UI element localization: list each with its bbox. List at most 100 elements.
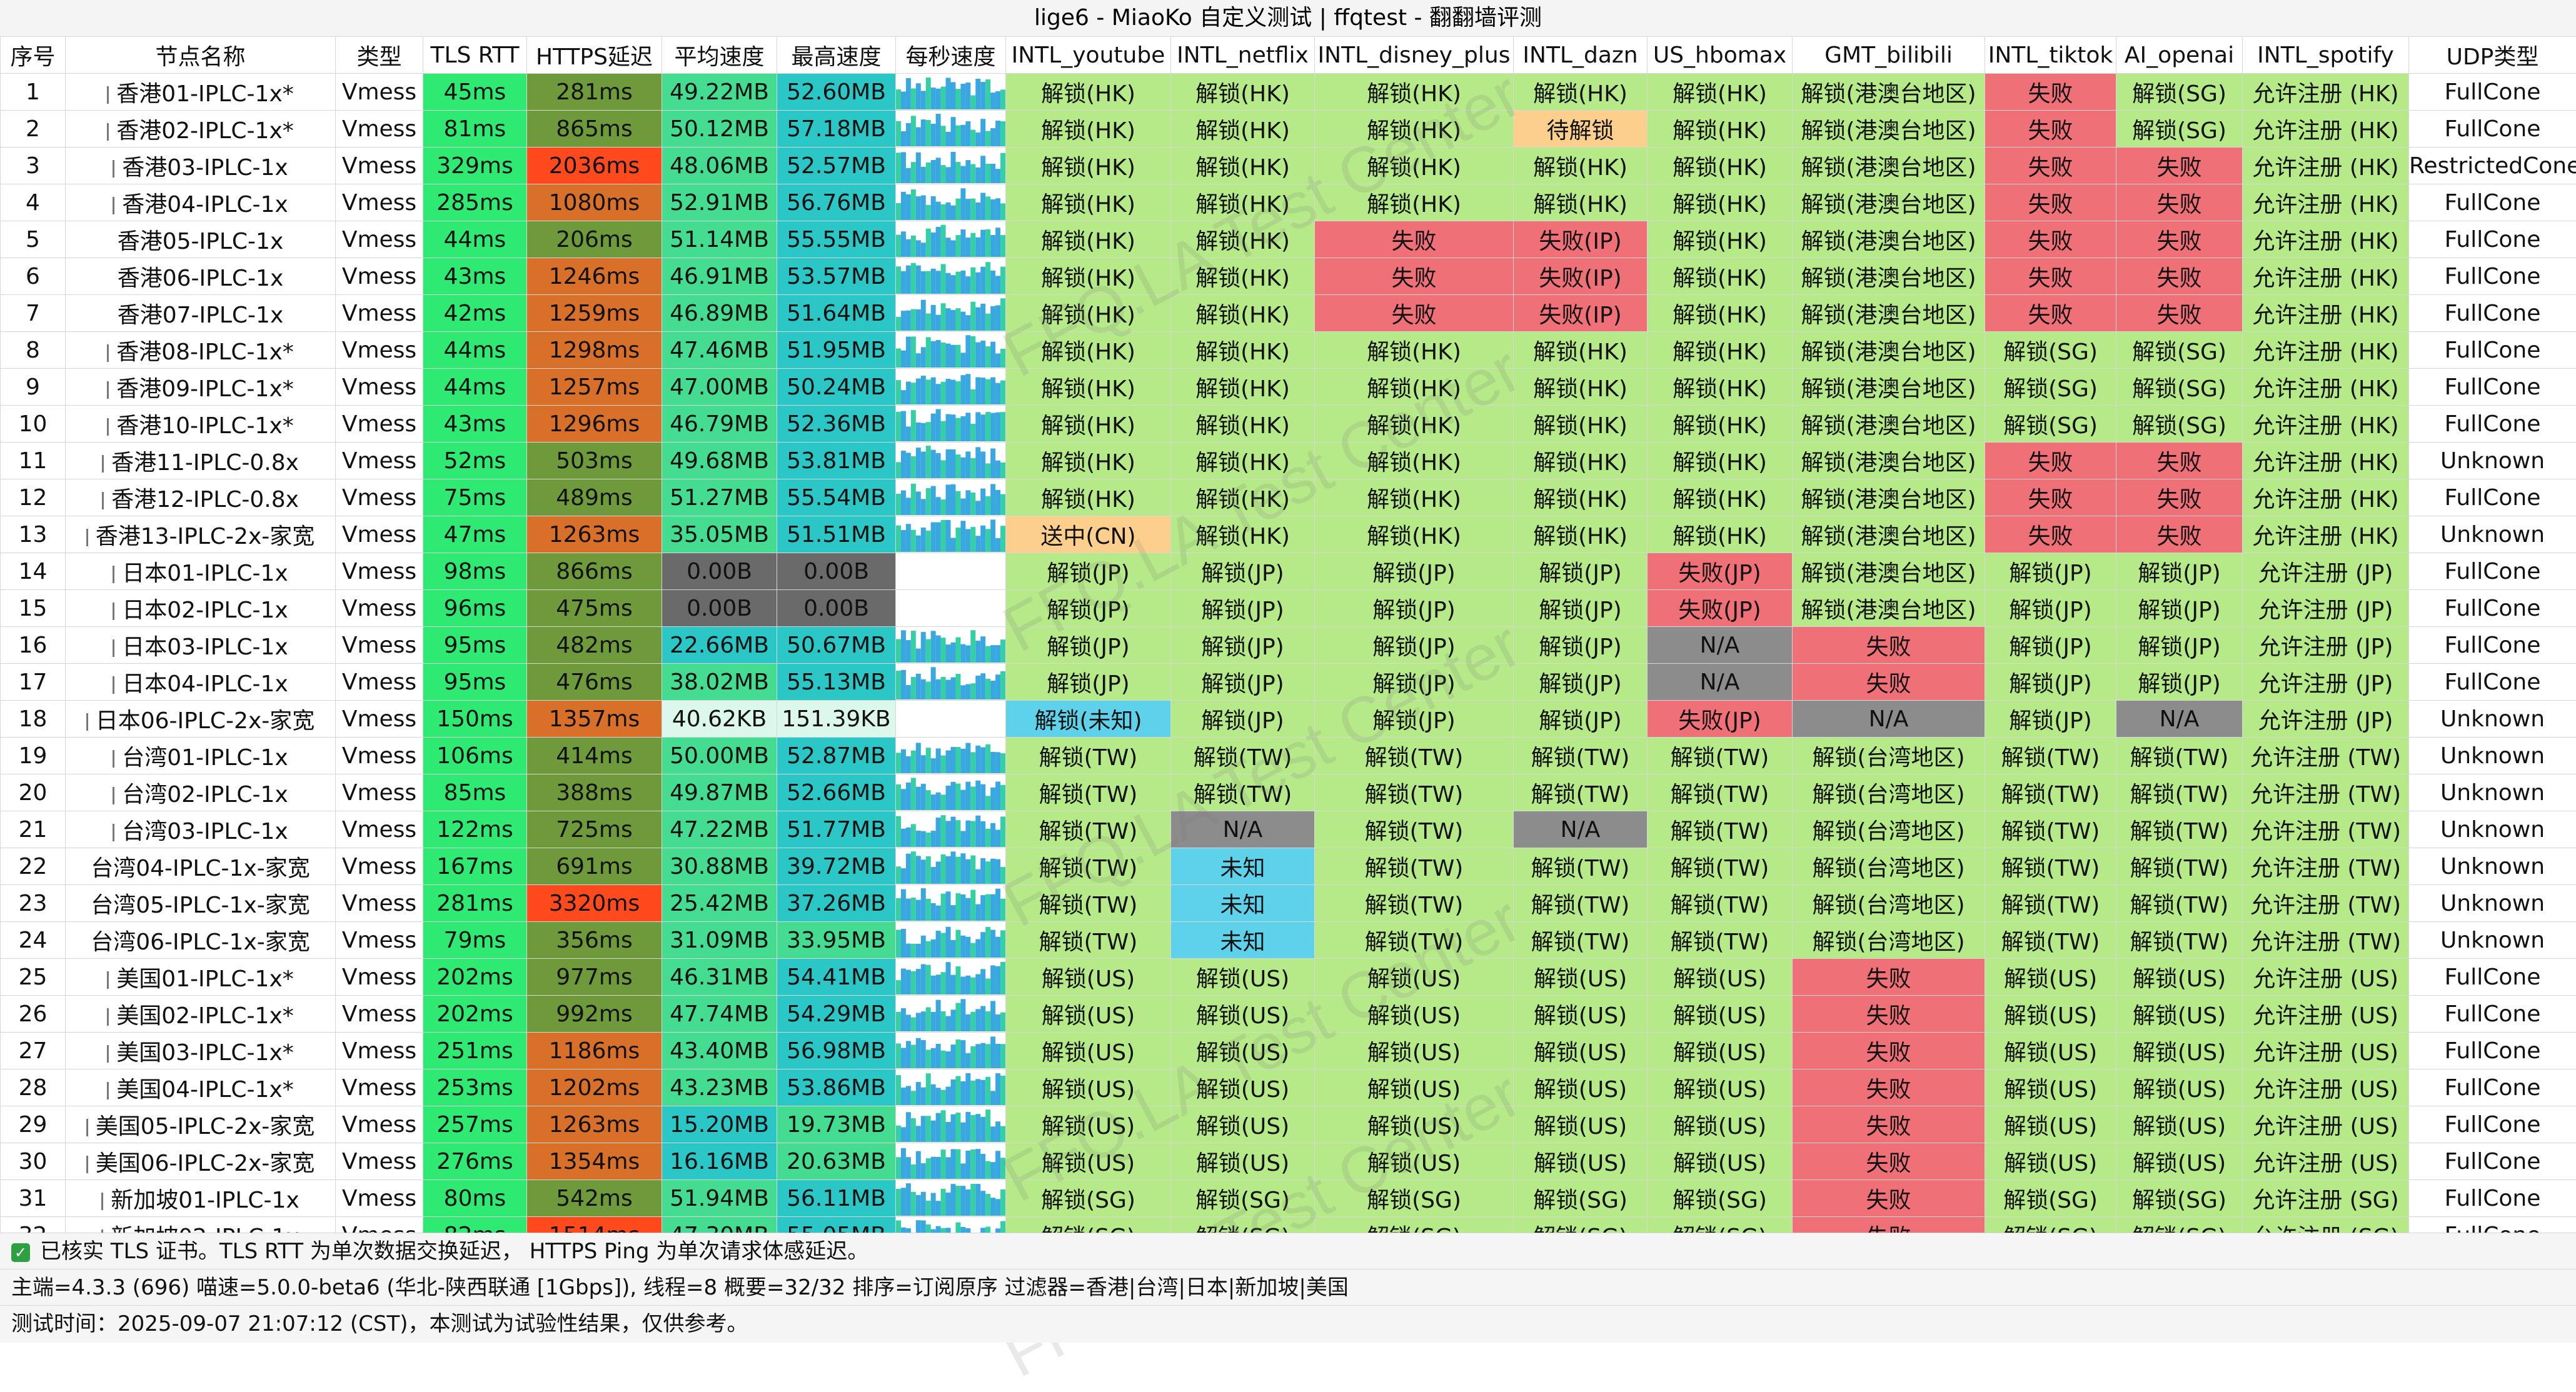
speed-bar (896, 671, 901, 699)
node-name-text: 香港04-IPLC-1x (122, 192, 288, 218)
cell-type: Vmess (336, 701, 423, 738)
cell-openai: 解锁(US) (2116, 1143, 2243, 1180)
speed-bar (946, 927, 951, 958)
cell-max-speed: 55.13MB (777, 664, 896, 701)
cell-max-speed: 151.39KB (777, 701, 896, 738)
speed-bar (990, 930, 995, 958)
cell-bilibili: 解锁(港澳台地区) (1793, 295, 1985, 332)
speed-bar (941, 1090, 946, 1105)
cell-max-speed: 51.77MB (777, 811, 896, 848)
speed-bar (995, 91, 1000, 109)
cell-spotify: 允许注册 (US) (2243, 1143, 2409, 1180)
speed-bar (931, 160, 936, 183)
speed-bar (941, 894, 946, 921)
speed-bar (926, 446, 931, 478)
cell-disney-plus: 失败 (1315, 221, 1514, 258)
speed-bar (985, 1161, 990, 1179)
cell-udp-type: Unknown (2409, 516, 2576, 553)
speed-bar (960, 1163, 965, 1179)
cell-max-speed: 54.41MB (777, 959, 896, 996)
speed-bar (921, 243, 926, 257)
flag-icon (107, 1082, 114, 1099)
speed-bar (906, 640, 911, 663)
speed-bar (960, 229, 965, 257)
speed-bar (980, 119, 985, 146)
cell-udp-type: FullCone (2409, 553, 2576, 590)
cell-bilibili: 解锁(港澳台地区) (1793, 332, 1985, 369)
speed-bar (901, 630, 906, 663)
speed-bar (931, 1157, 936, 1179)
cell-openai: 解锁(TW) (2116, 885, 2243, 922)
speed-bar (906, 382, 911, 404)
cell-bilibili: 解锁(港澳台地区) (1793, 148, 1985, 184)
cell-bilibili: 失败 (1793, 627, 1985, 664)
speed-bar (960, 353, 965, 368)
cell-type: Vmess (336, 369, 423, 406)
flag-icon (107, 1045, 114, 1063)
speed-bar (941, 815, 946, 847)
speed-bar (936, 315, 941, 331)
speed-bar (911, 824, 916, 847)
cell-hbomax: 解锁(TW) (1648, 922, 1793, 959)
cell-udp-type: FullCone (2409, 1180, 2576, 1217)
cell-udp-type: RestrictedCone (2409, 148, 2576, 184)
cell-udp-type: Unknown (2409, 922, 2576, 959)
speed-bar (951, 449, 956, 478)
cell-tls-rtt: 167ms (423, 848, 527, 885)
speed-bar (980, 267, 985, 294)
cell-bilibili: 解锁(港澳台地区) (1793, 221, 1985, 258)
speed-bar (951, 414, 956, 441)
cell-per-second-speed (896, 479, 1006, 516)
speed-bar (916, 674, 921, 699)
speed-bar (941, 1149, 946, 1179)
cell-spotify: 允许注册 (US) (2243, 1106, 2409, 1143)
cell-per-second-speed (896, 184, 1006, 221)
speed-bar (980, 414, 985, 441)
speed-sparkline (896, 259, 1005, 294)
node-name-text: 香港06-IPLC-1x (118, 266, 284, 291)
speed-bar (960, 853, 965, 884)
speed-bar (906, 168, 911, 183)
speed-bar (985, 744, 990, 773)
cell-node-name: 香港12-IPLC-0.8x (66, 479, 336, 516)
speed-sparkline (896, 74, 1005, 109)
speed-bar (921, 1040, 926, 1068)
cell-netflix: 解锁(HK) (1171, 443, 1315, 479)
speed-bar (921, 1163, 926, 1179)
cell-spotify: 允许注册 (TW) (2243, 738, 2409, 774)
cell-avg-speed: 46.91MB (662, 258, 777, 295)
speed-bar (980, 1117, 985, 1142)
speed-bar (916, 196, 921, 220)
speed-bar (896, 1126, 901, 1142)
speed-bar (921, 831, 926, 847)
cell-udp-type: Unknown (2409, 738, 2576, 774)
speed-bar (955, 491, 960, 515)
speed-bar (995, 1199, 1000, 1216)
speed-bar (965, 859, 970, 884)
footer-tls-note: ✓已核实 TLS 证书。TLS RTT 为单次数据交换延迟， HTTPS Pin… (0, 1233, 2576, 1269)
flag-icon (107, 418, 114, 436)
speed-bar (901, 749, 906, 773)
speed-bar (916, 353, 921, 368)
speed-bar (941, 204, 946, 220)
speed-bar (970, 268, 975, 294)
node-name-text: 香港09-IPLC-1x* (116, 376, 294, 402)
speed-bar (970, 164, 975, 183)
speed-bar (906, 524, 911, 552)
speed-bar (926, 965, 931, 994)
speed-bar (965, 1073, 970, 1105)
speed-bar (951, 82, 956, 109)
cell-netflix: 解锁(HK) (1171, 258, 1315, 295)
cell-max-speed: 57.18MB (777, 111, 896, 148)
cell-openai: 解锁(SG) (2116, 332, 2243, 369)
speed-bar (936, 861, 941, 884)
cell-tls-rtt: 80ms (423, 1180, 527, 1217)
speed-bar (921, 632, 926, 663)
node-name-text: 台湾02-IPLC-1x (122, 782, 288, 808)
cell-avg-speed: 49.22MB (662, 74, 777, 111)
cell-disney-plus: 解锁(JP) (1315, 590, 1514, 627)
speed-bar (901, 411, 906, 441)
cell-youtube: 解锁(JP) (1006, 553, 1171, 590)
